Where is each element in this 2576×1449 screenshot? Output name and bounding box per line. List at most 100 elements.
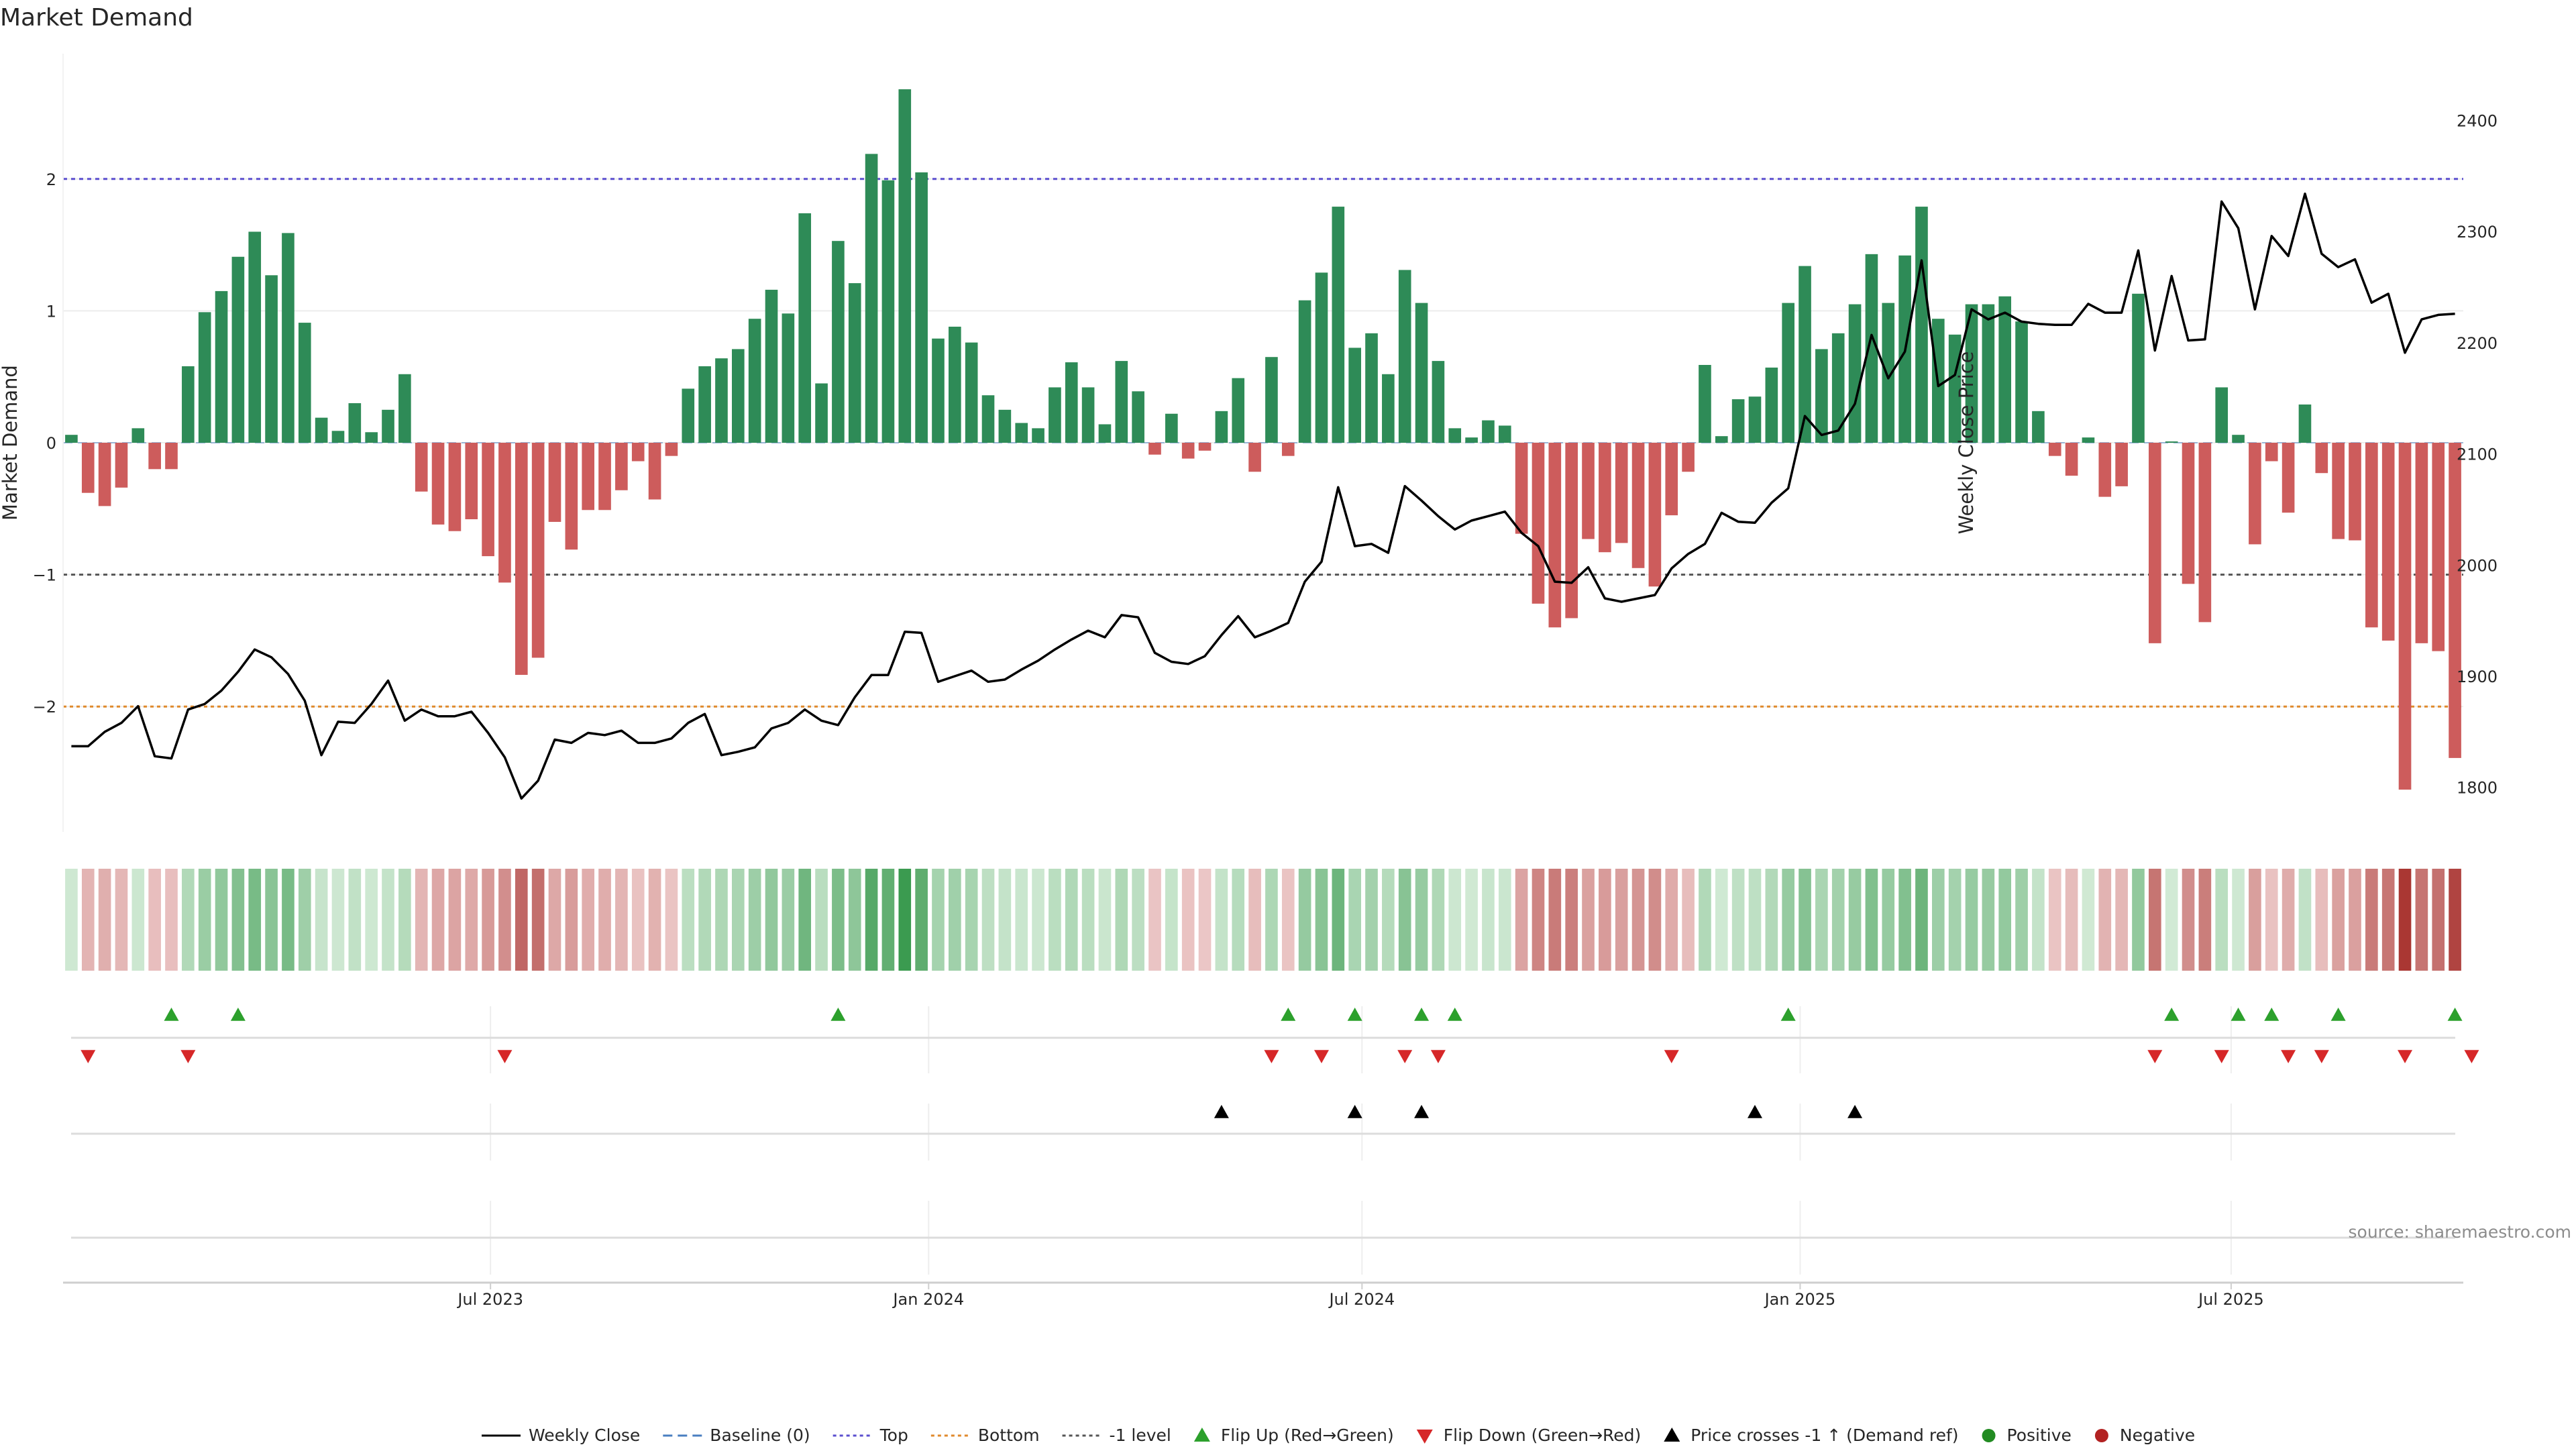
right-tick-label: 2300 — [2457, 223, 2498, 241]
demand-bar — [715, 358, 728, 443]
demand-bar — [1049, 387, 1061, 443]
demand-bar — [1115, 361, 1128, 443]
heat-cell — [1015, 869, 1028, 971]
heat-cell — [981, 869, 995, 971]
flip-up-marker — [830, 1008, 846, 1021]
heat-cell — [182, 869, 195, 971]
demand-bar — [1782, 303, 1795, 443]
flip-up-marker — [2164, 1008, 2180, 1021]
demand-bar — [2282, 443, 2295, 513]
demand-bar — [1532, 443, 1545, 604]
demand-bar — [298, 323, 311, 443]
demand-bar — [1882, 303, 1895, 443]
demand-bar — [1232, 378, 1245, 443]
left-tick-label: −1 — [33, 566, 56, 585]
flip-down-marker — [2464, 1050, 2479, 1063]
heat-cell — [1948, 869, 1962, 971]
demand-bar — [598, 443, 611, 511]
heat-cell — [1631, 869, 1645, 971]
demand-bar — [1498, 425, 1511, 443]
heat-cell — [665, 869, 678, 971]
heat-cell — [1815, 869, 1828, 971]
demand-bar — [2198, 443, 2212, 623]
demand-bar — [1715, 436, 1728, 443]
demand-bar — [731, 349, 745, 443]
heat-cell — [265, 869, 278, 971]
demand-bar — [1682, 443, 1695, 472]
demand-bar — [915, 172, 928, 443]
demand-bar — [648, 443, 661, 500]
heat-cell — [1582, 869, 1595, 971]
demand-bar — [1132, 391, 1144, 443]
heat-cell — [2098, 869, 2112, 971]
demand-bar — [881, 180, 895, 443]
demand-bar — [2381, 443, 2395, 641]
flip-up-marker — [1281, 1008, 1296, 1021]
demand-bar — [265, 275, 278, 443]
right-tick-label: 1800 — [2457, 779, 2498, 798]
demand-bar — [1548, 443, 1562, 628]
demand-bar — [1482, 420, 1495, 443]
heat-cell — [1782, 869, 1795, 971]
demand-bar — [282, 233, 294, 443]
demand-bar — [165, 443, 178, 470]
heat-cell — [2432, 869, 2445, 971]
heat-cell — [215, 869, 228, 971]
flip-down-marker — [80, 1050, 96, 1063]
legend-item: Baseline (0) — [663, 1426, 810, 1445]
heat-cell — [1665, 869, 1678, 971]
demand-bar — [2332, 443, 2345, 539]
heat-cell — [2298, 869, 2312, 971]
demand-bar — [2082, 437, 2095, 443]
heat-cell — [348, 869, 362, 971]
heat-cell — [1482, 869, 1495, 971]
demand-bar — [1648, 443, 1662, 587]
legend-item: Bottom — [930, 1426, 1040, 1445]
heat-cell — [1049, 869, 1061, 971]
demand-bar — [998, 409, 1012, 443]
demand-bar — [798, 213, 812, 443]
legend-label: Bottom — [978, 1426, 1040, 1445]
heat-cell — [2449, 869, 2461, 971]
left-tick-label: −2 — [33, 698, 56, 716]
demand-bar — [1332, 207, 1345, 443]
x-tick-label: Jul 2024 — [1328, 1290, 1395, 1309]
heat-cell — [98, 869, 111, 971]
price-cross-marker — [1747, 1105, 1762, 1118]
demand-bar — [865, 154, 878, 443]
demand-bar — [1415, 303, 1428, 443]
demand-bar — [2015, 321, 2028, 443]
heat-cell — [1515, 869, 1528, 971]
heat-cell — [615, 869, 628, 971]
heat-cell — [1415, 869, 1428, 971]
heat-cell — [431, 869, 445, 971]
demand-bar — [1699, 365, 1711, 443]
legend-label: Flip Down (Green→Red) — [1444, 1426, 1642, 1445]
right-axis-label: Weekly Close Price — [1955, 352, 1978, 535]
demand-bar — [1631, 443, 1645, 568]
heat-cell — [2349, 869, 2361, 971]
heat-cell — [1765, 869, 1778, 971]
demand-bar — [582, 443, 595, 511]
price-cross-marker — [1414, 1105, 1430, 1118]
demand-bar — [1298, 300, 1311, 443]
demand-bar — [65, 435, 78, 443]
heat-cell — [331, 869, 345, 971]
heat-cell — [1715, 869, 1728, 971]
heat-cell — [548, 869, 561, 971]
source-note: source: sharemaestro.com — [2349, 1222, 2572, 1242]
right-tick-label: 2100 — [2457, 445, 2498, 464]
demand-bar — [131, 428, 145, 443]
demand-bar — [2098, 443, 2112, 497]
legend-swatch — [1416, 1430, 1433, 1444]
heat-cell — [2282, 869, 2295, 971]
demand-bar — [832, 241, 845, 443]
right-tick-label: 2400 — [2457, 111, 2498, 130]
flip-down-marker — [1313, 1050, 1329, 1063]
demand-heat-strip — [65, 869, 2461, 971]
heat-cell — [731, 869, 745, 971]
legend-label: Price crosses -1 ↑ (Demand ref) — [1690, 1426, 1958, 1445]
heat-cell — [1332, 869, 1345, 971]
heat-cell — [2265, 869, 2278, 971]
